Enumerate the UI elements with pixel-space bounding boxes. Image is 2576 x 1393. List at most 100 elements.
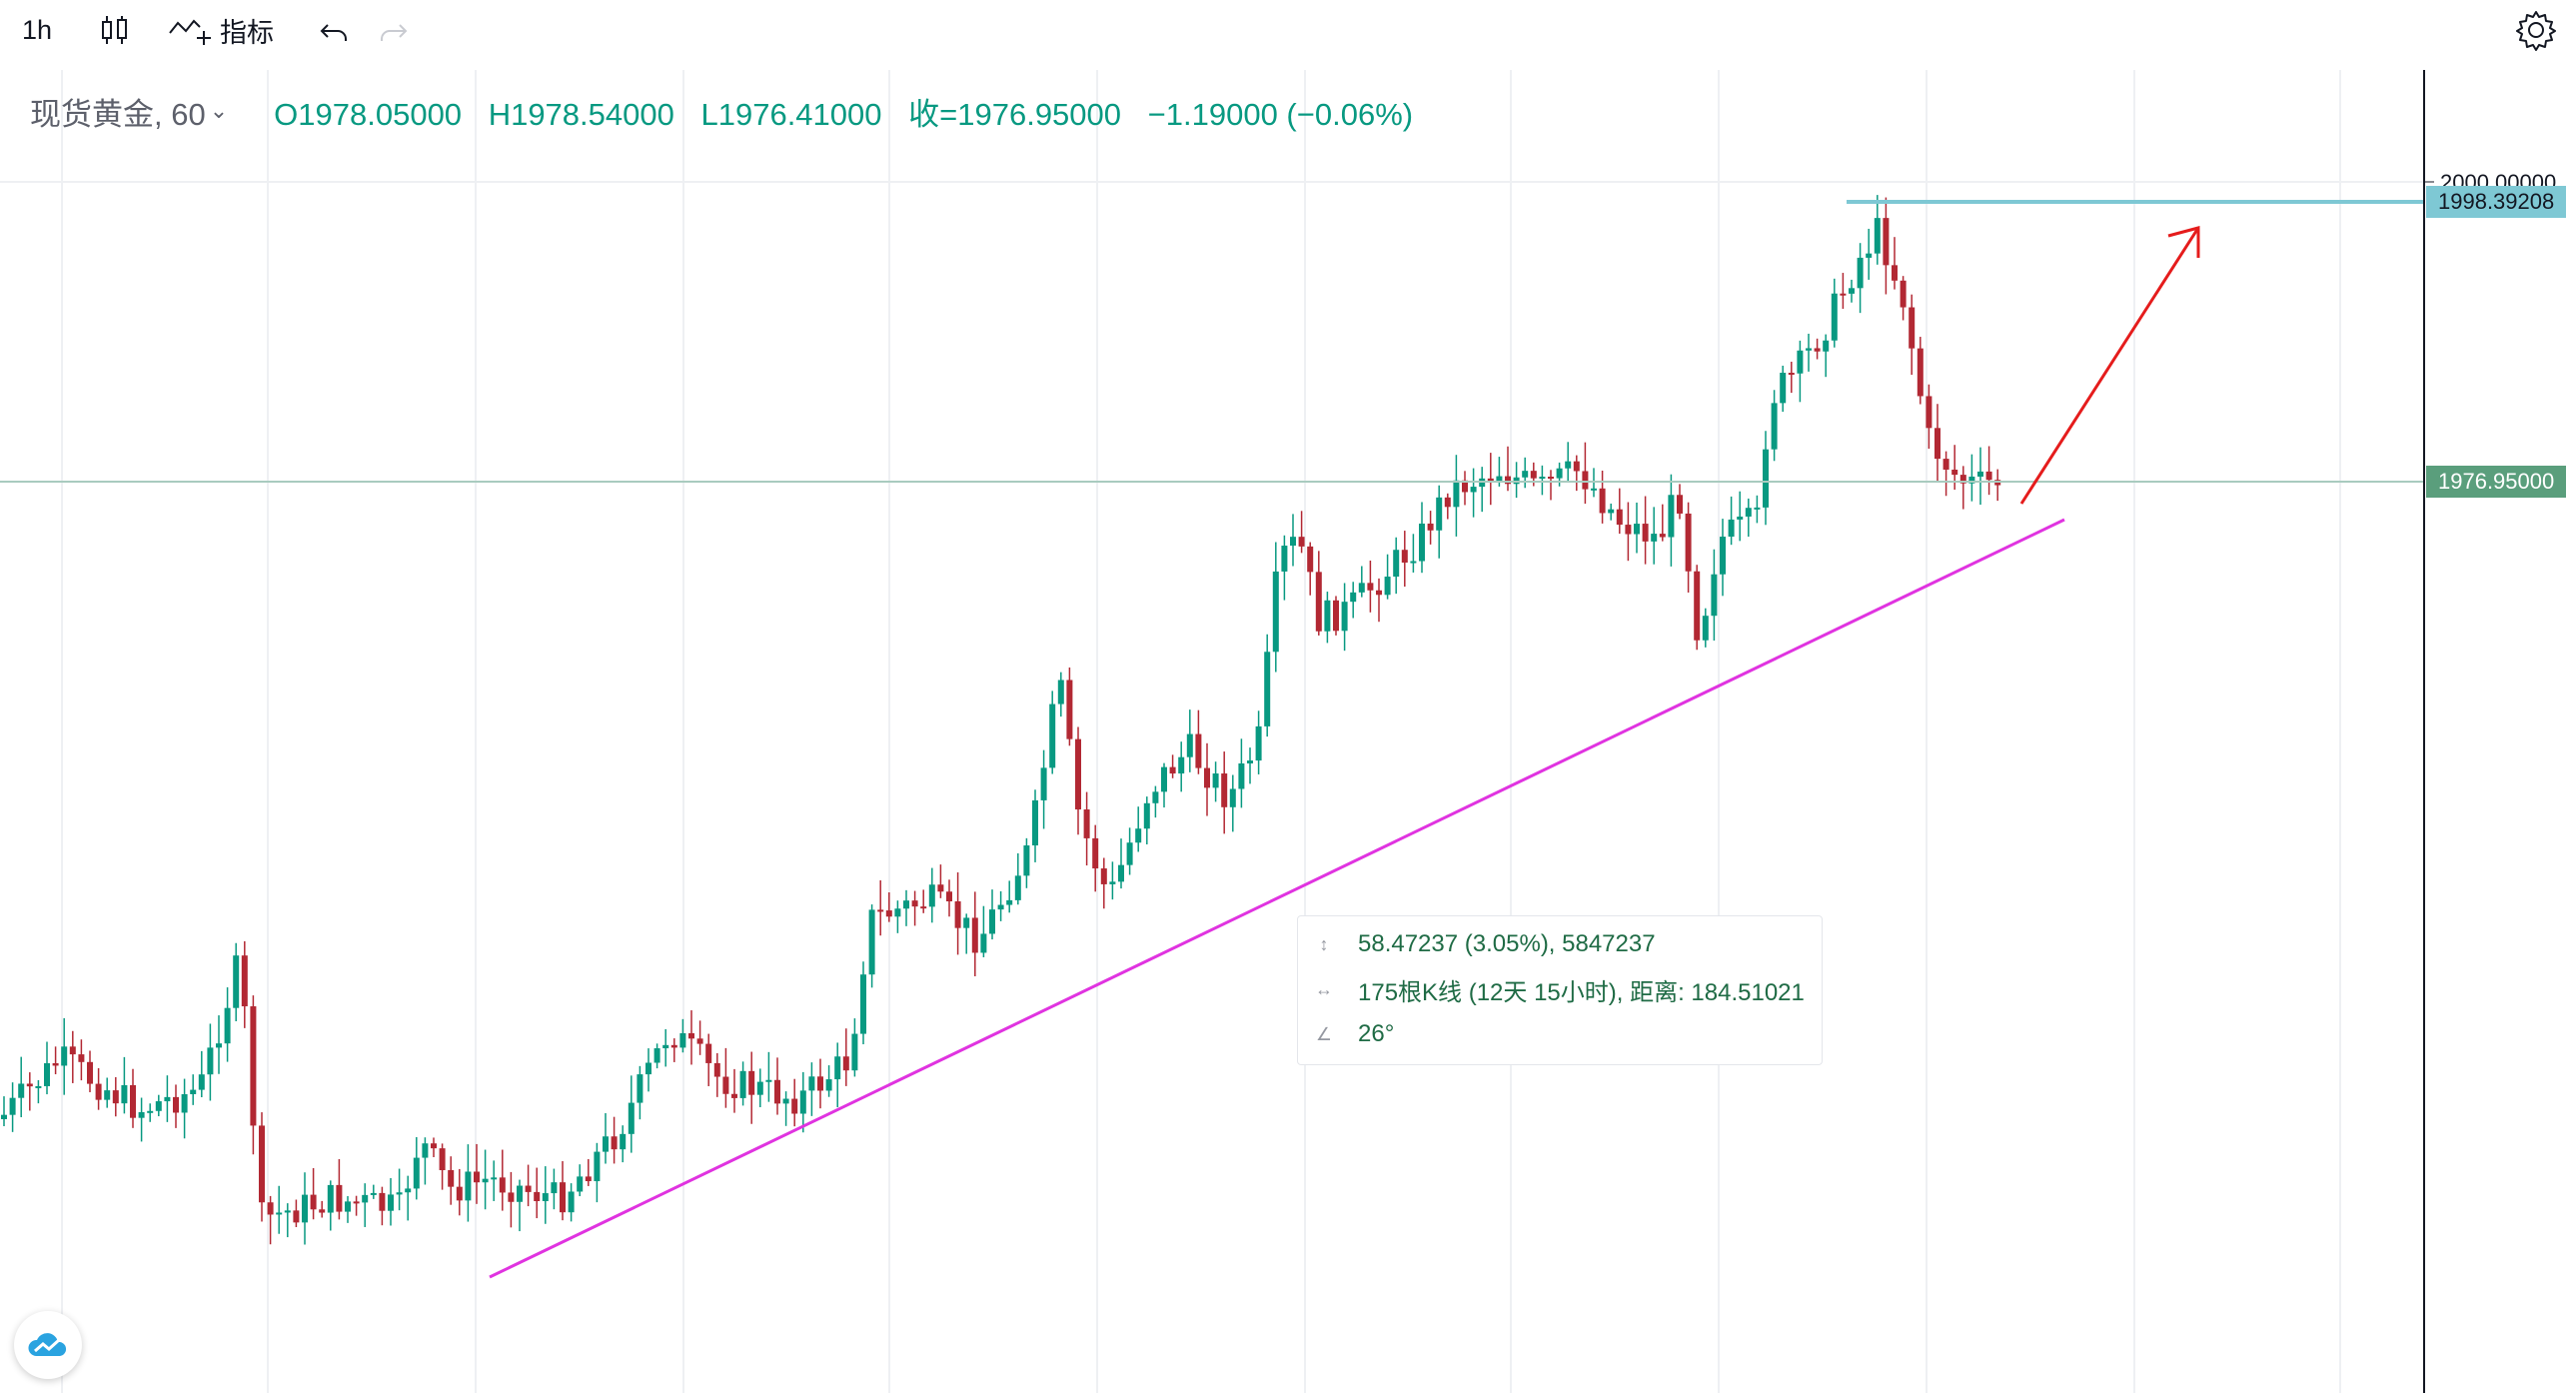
candle-body	[971, 917, 978, 953]
candle-body	[1410, 561, 1417, 564]
candle-body	[259, 1125, 265, 1203]
interval-button[interactable]: 1h	[22, 0, 52, 60]
measure-tooltip: ↕ 58.47237 (3.05%), 5847237 ↔ 175根K线 (12…	[1297, 915, 1823, 1065]
candle-body	[1032, 799, 1038, 846]
candle-body	[1780, 373, 1787, 404]
candle-body	[868, 909, 875, 975]
chart-type-button[interactable]	[98, 0, 132, 60]
candle-body	[1487, 478, 1494, 482]
candle-body	[164, 1096, 171, 1102]
candle-body	[35, 1085, 42, 1088]
candle-body	[1393, 550, 1400, 578]
candle-body	[1917, 348, 1924, 397]
candle-body	[1522, 471, 1529, 478]
candle-body	[362, 1194, 369, 1203]
candle-body	[310, 1194, 317, 1210]
candles	[1, 195, 2001, 1245]
candle-body	[696, 1038, 703, 1044]
candle-body	[267, 1202, 274, 1215]
angle-icon: ∠	[1315, 1023, 1333, 1044]
chevron-down-icon[interactable]: ⌄	[209, 98, 229, 123]
undo-button[interactable]	[318, 0, 352, 60]
candle-body	[474, 1171, 480, 1183]
candle-body	[594, 1151, 601, 1182]
candle-body	[1959, 475, 1966, 484]
undo-icon	[320, 24, 347, 41]
last-price-tag: 1976.95000	[2426, 466, 2567, 498]
candle-body	[1857, 257, 1864, 289]
candle-body	[705, 1043, 712, 1063]
candle-body	[653, 1048, 660, 1063]
candle-body	[1797, 350, 1804, 374]
candle-body	[662, 1044, 669, 1049]
candle-body	[26, 1083, 33, 1087]
candle-body	[284, 1210, 291, 1213]
candle-body	[327, 1184, 334, 1213]
candle-body	[353, 1201, 360, 1204]
candle-body	[568, 1191, 575, 1213]
candle-body	[954, 901, 961, 928]
candle-body	[1075, 738, 1081, 810]
candle-body	[1840, 293, 1847, 296]
symbol-title[interactable]: 现货黄金, 60	[30, 96, 206, 132]
candle-body	[1806, 348, 1812, 351]
candle-body	[44, 1062, 50, 1086]
candle-body	[628, 1102, 635, 1134]
candle-body	[1754, 507, 1761, 510]
candle-body	[1092, 837, 1099, 869]
candle-body	[1720, 537, 1726, 575]
candle-body	[155, 1101, 162, 1111]
candle-body	[517, 1185, 523, 1202]
candle-body	[1883, 218, 1890, 266]
candle-body	[920, 906, 927, 909]
candle-body	[1591, 488, 1597, 491]
candle-body	[1315, 572, 1322, 632]
candle-body	[670, 1044, 677, 1048]
candle-body	[1565, 461, 1572, 469]
change-value: −1.19000 (−0.06%)	[1147, 96, 1414, 132]
cloud-logo-icon	[28, 1333, 67, 1356]
tradingview-logo[interactable]	[14, 1311, 82, 1379]
candle-body	[1057, 680, 1064, 704]
candle-body	[791, 1098, 798, 1114]
indicators-label: 指标	[220, 17, 274, 48]
candle-body	[198, 1074, 205, 1090]
redo-button[interactable]	[376, 0, 410, 60]
candle-body	[190, 1089, 197, 1094]
candle-body	[825, 1079, 832, 1091]
candle-body	[928, 884, 935, 907]
candle-body	[1436, 497, 1443, 531]
candle-body	[1006, 899, 1013, 905]
candle-body	[1333, 600, 1339, 632]
candle-body	[782, 1098, 789, 1104]
redo-icon	[381, 24, 408, 41]
candle-body	[104, 1090, 111, 1100]
candle-body	[1651, 534, 1658, 542]
candle-body	[1143, 802, 1150, 829]
candle-body	[911, 900, 918, 907]
measure-range: 58.47237 (3.05%), 5847237	[1358, 930, 1656, 957]
resistance-price-tag: 1998.39208	[2426, 186, 2567, 218]
candle-body	[560, 1182, 566, 1213]
candle-body	[1427, 523, 1434, 531]
candle-body	[396, 1192, 403, 1195]
chart-grid	[0, 70, 2424, 1393]
candle-body	[1023, 845, 1030, 876]
measure-angle: 26°	[1358, 1020, 1395, 1047]
gear-icon	[2516, 11, 2556, 51]
top-toolbar: 1h 指标	[0, 0, 2576, 60]
indicators-button[interactable]: 指标	[168, 0, 274, 60]
bar-range-icon: ↔	[1315, 978, 1333, 999]
candle-body	[1599, 488, 1606, 514]
candle-body	[688, 1032, 694, 1039]
candle-body	[181, 1093, 188, 1113]
candle-body	[1702, 616, 1709, 641]
candle-body	[1677, 495, 1683, 514]
candle-body	[1470, 487, 1477, 493]
candle-body	[1968, 476, 1975, 484]
settings-button[interactable]	[2514, 8, 2558, 52]
candle-body	[370, 1192, 377, 1195]
candle-body	[1384, 577, 1391, 596]
candle-body	[121, 1084, 128, 1104]
